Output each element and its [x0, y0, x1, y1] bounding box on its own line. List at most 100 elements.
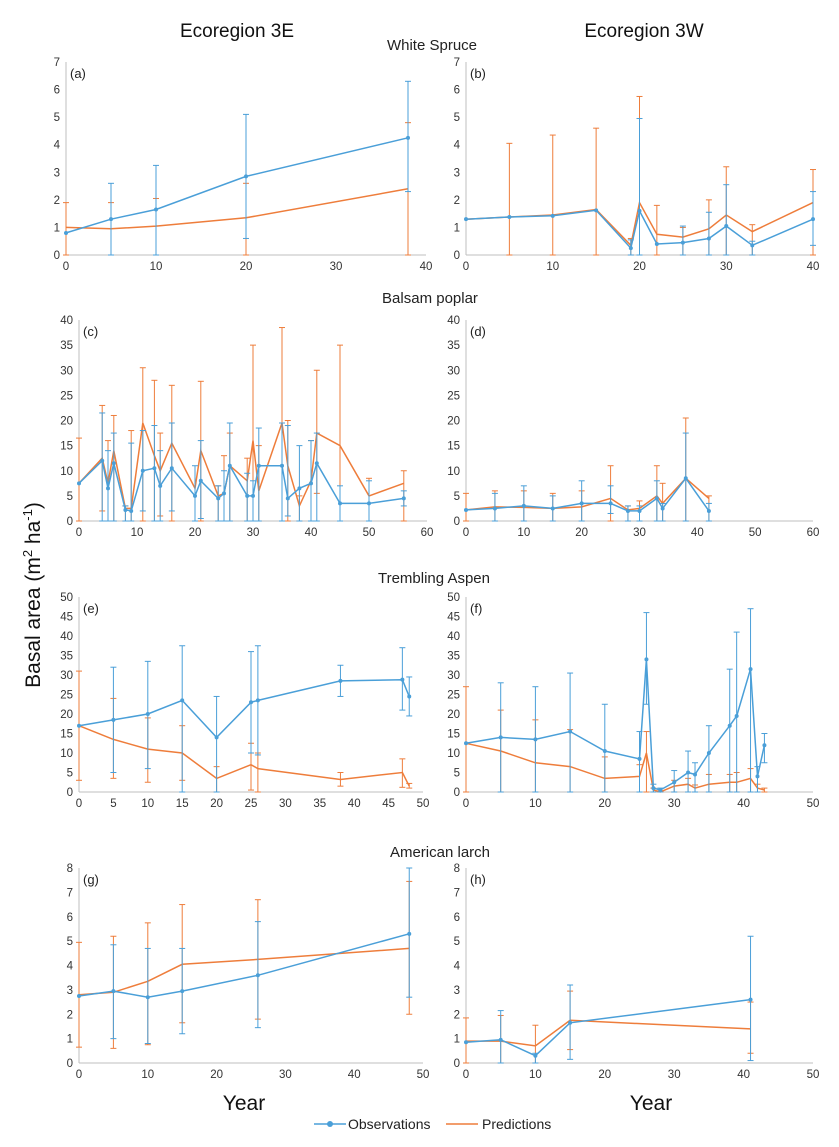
obs-series-line	[465, 477, 710, 512]
pred-series-line	[78, 422, 405, 510]
obs-point	[654, 496, 659, 501]
x-tick-label: 20	[598, 798, 611, 810]
col-title-3w: Ecoregion 3W	[584, 21, 703, 42]
obs-point	[637, 756, 642, 761]
x-tick-label: 10	[517, 527, 530, 539]
obs-point	[637, 508, 642, 513]
y-tick-label: 3	[454, 985, 460, 997]
y-tick-label: 4	[454, 961, 461, 973]
x-tick-label: 40	[807, 261, 820, 273]
x-axis-label-right: Year	[630, 1092, 672, 1115]
obs-point	[244, 174, 248, 179]
obs-point	[407, 931, 412, 936]
x-tick-label: 30	[279, 1069, 292, 1081]
y-tick-label: 5	[54, 112, 60, 124]
panel-label: (e)	[83, 601, 99, 616]
obs-series-line	[78, 678, 410, 739]
y-tick-label: 50	[60, 592, 73, 604]
y-tick-label: 20	[447, 416, 460, 428]
y-tick-label: 5	[454, 112, 460, 124]
x-tick-label: 60	[807, 527, 820, 539]
y-tick-label: 8	[67, 863, 73, 875]
x-tick-label: 30	[633, 527, 646, 539]
x-tick-label: 0	[463, 798, 469, 810]
obs-point	[280, 463, 284, 468]
y-tick-label: 2	[67, 1009, 73, 1021]
legend: Observations Predictions	[314, 1116, 551, 1132]
y-tick-label: 15	[447, 441, 460, 453]
pred-series-line	[466, 1019, 751, 1047]
obs-point	[748, 997, 753, 1002]
obs-point	[724, 224, 729, 229]
obs-point	[152, 466, 157, 471]
y-tick-label: 3	[454, 167, 460, 179]
x-tick-label: 60	[421, 527, 434, 539]
obs-point	[77, 993, 81, 998]
y-tick-label: 7	[67, 887, 73, 899]
y-tick-label: 3	[67, 985, 73, 997]
obs-point	[706, 751, 711, 755]
x-tick-label: 10	[141, 798, 154, 810]
x-tick-label: 20	[189, 527, 202, 539]
x-tick-label: 40	[420, 261, 433, 273]
panel-label: (b)	[470, 66, 486, 81]
obs-point	[180, 698, 185, 703]
obs-point	[249, 700, 253, 705]
obs-point	[734, 713, 739, 718]
y-tick-label: 0	[67, 1058, 73, 1070]
y-tick-label: 45	[447, 612, 460, 624]
x-tick-label: 40	[737, 798, 750, 810]
y-tick-label: 25	[447, 690, 460, 702]
y-tick-label: 25	[60, 390, 73, 402]
obs-point	[628, 246, 633, 251]
y-tick-label: 40	[60, 631, 73, 643]
obs-point	[106, 486, 110, 491]
x-tick-label: 40	[691, 527, 704, 539]
panel-b: 0 1 2 3 4 5 6 7 0 10 20 30 40 (b)	[454, 57, 820, 273]
x-tick-label: 30	[279, 798, 292, 810]
obs-point	[77, 481, 81, 486]
y-tick-label: 35	[60, 651, 73, 663]
obs-point	[145, 995, 150, 1000]
x-tick-label: 40	[737, 1069, 750, 1081]
obs-point	[111, 989, 116, 994]
y-tick-label: 20	[60, 709, 73, 721]
obs-point	[251, 493, 255, 498]
y-tick-label: 2	[454, 195, 460, 207]
pred-series-line	[78, 947, 410, 996]
obs-point	[680, 240, 685, 245]
panel-d: 0 5 10 15 20 25 30 35 40 0 10 20 30 40 50 60 (d)	[447, 315, 819, 539]
obs-point	[750, 243, 755, 248]
pred-series-line	[78, 725, 410, 787]
y-tick-label: 5	[67, 768, 73, 780]
obs-series-line	[78, 933, 410, 998]
y-tick-label: 10	[447, 748, 460, 760]
obs-point	[464, 741, 468, 746]
legend-obs-label: Observations	[348, 1116, 430, 1132]
y-tick-label: 40	[447, 631, 460, 643]
obs-point	[145, 712, 150, 716]
y-tick-label: 6	[67, 912, 73, 924]
x-tick-label: 45	[382, 798, 395, 810]
x-tick-label: 50	[807, 1069, 820, 1081]
obs-point	[811, 217, 815, 222]
panel-f: 0 5 10 15 20 25 30 35 40 45 50 0 10 20 30 40 50 (f)	[447, 592, 819, 810]
x-tick-label: 40	[305, 527, 318, 539]
obs-point	[285, 496, 290, 501]
y-tick-label: 30	[447, 365, 460, 377]
y-tick-label: 1	[454, 222, 460, 234]
obs-point	[227, 463, 232, 468]
obs-point	[297, 486, 302, 491]
obs-point	[651, 786, 656, 791]
obs-point	[568, 729, 573, 734]
obs-point	[706, 236, 711, 241]
y-tick-label: 10	[447, 466, 460, 478]
obs-point	[109, 217, 113, 222]
y-tick-label: 1	[54, 222, 60, 234]
y-tick-label: 0	[54, 250, 60, 262]
x-tick-label: 10	[141, 1069, 154, 1081]
x-tick-label: 20	[633, 261, 646, 273]
obs-point	[550, 506, 555, 511]
obs-point	[180, 989, 185, 994]
